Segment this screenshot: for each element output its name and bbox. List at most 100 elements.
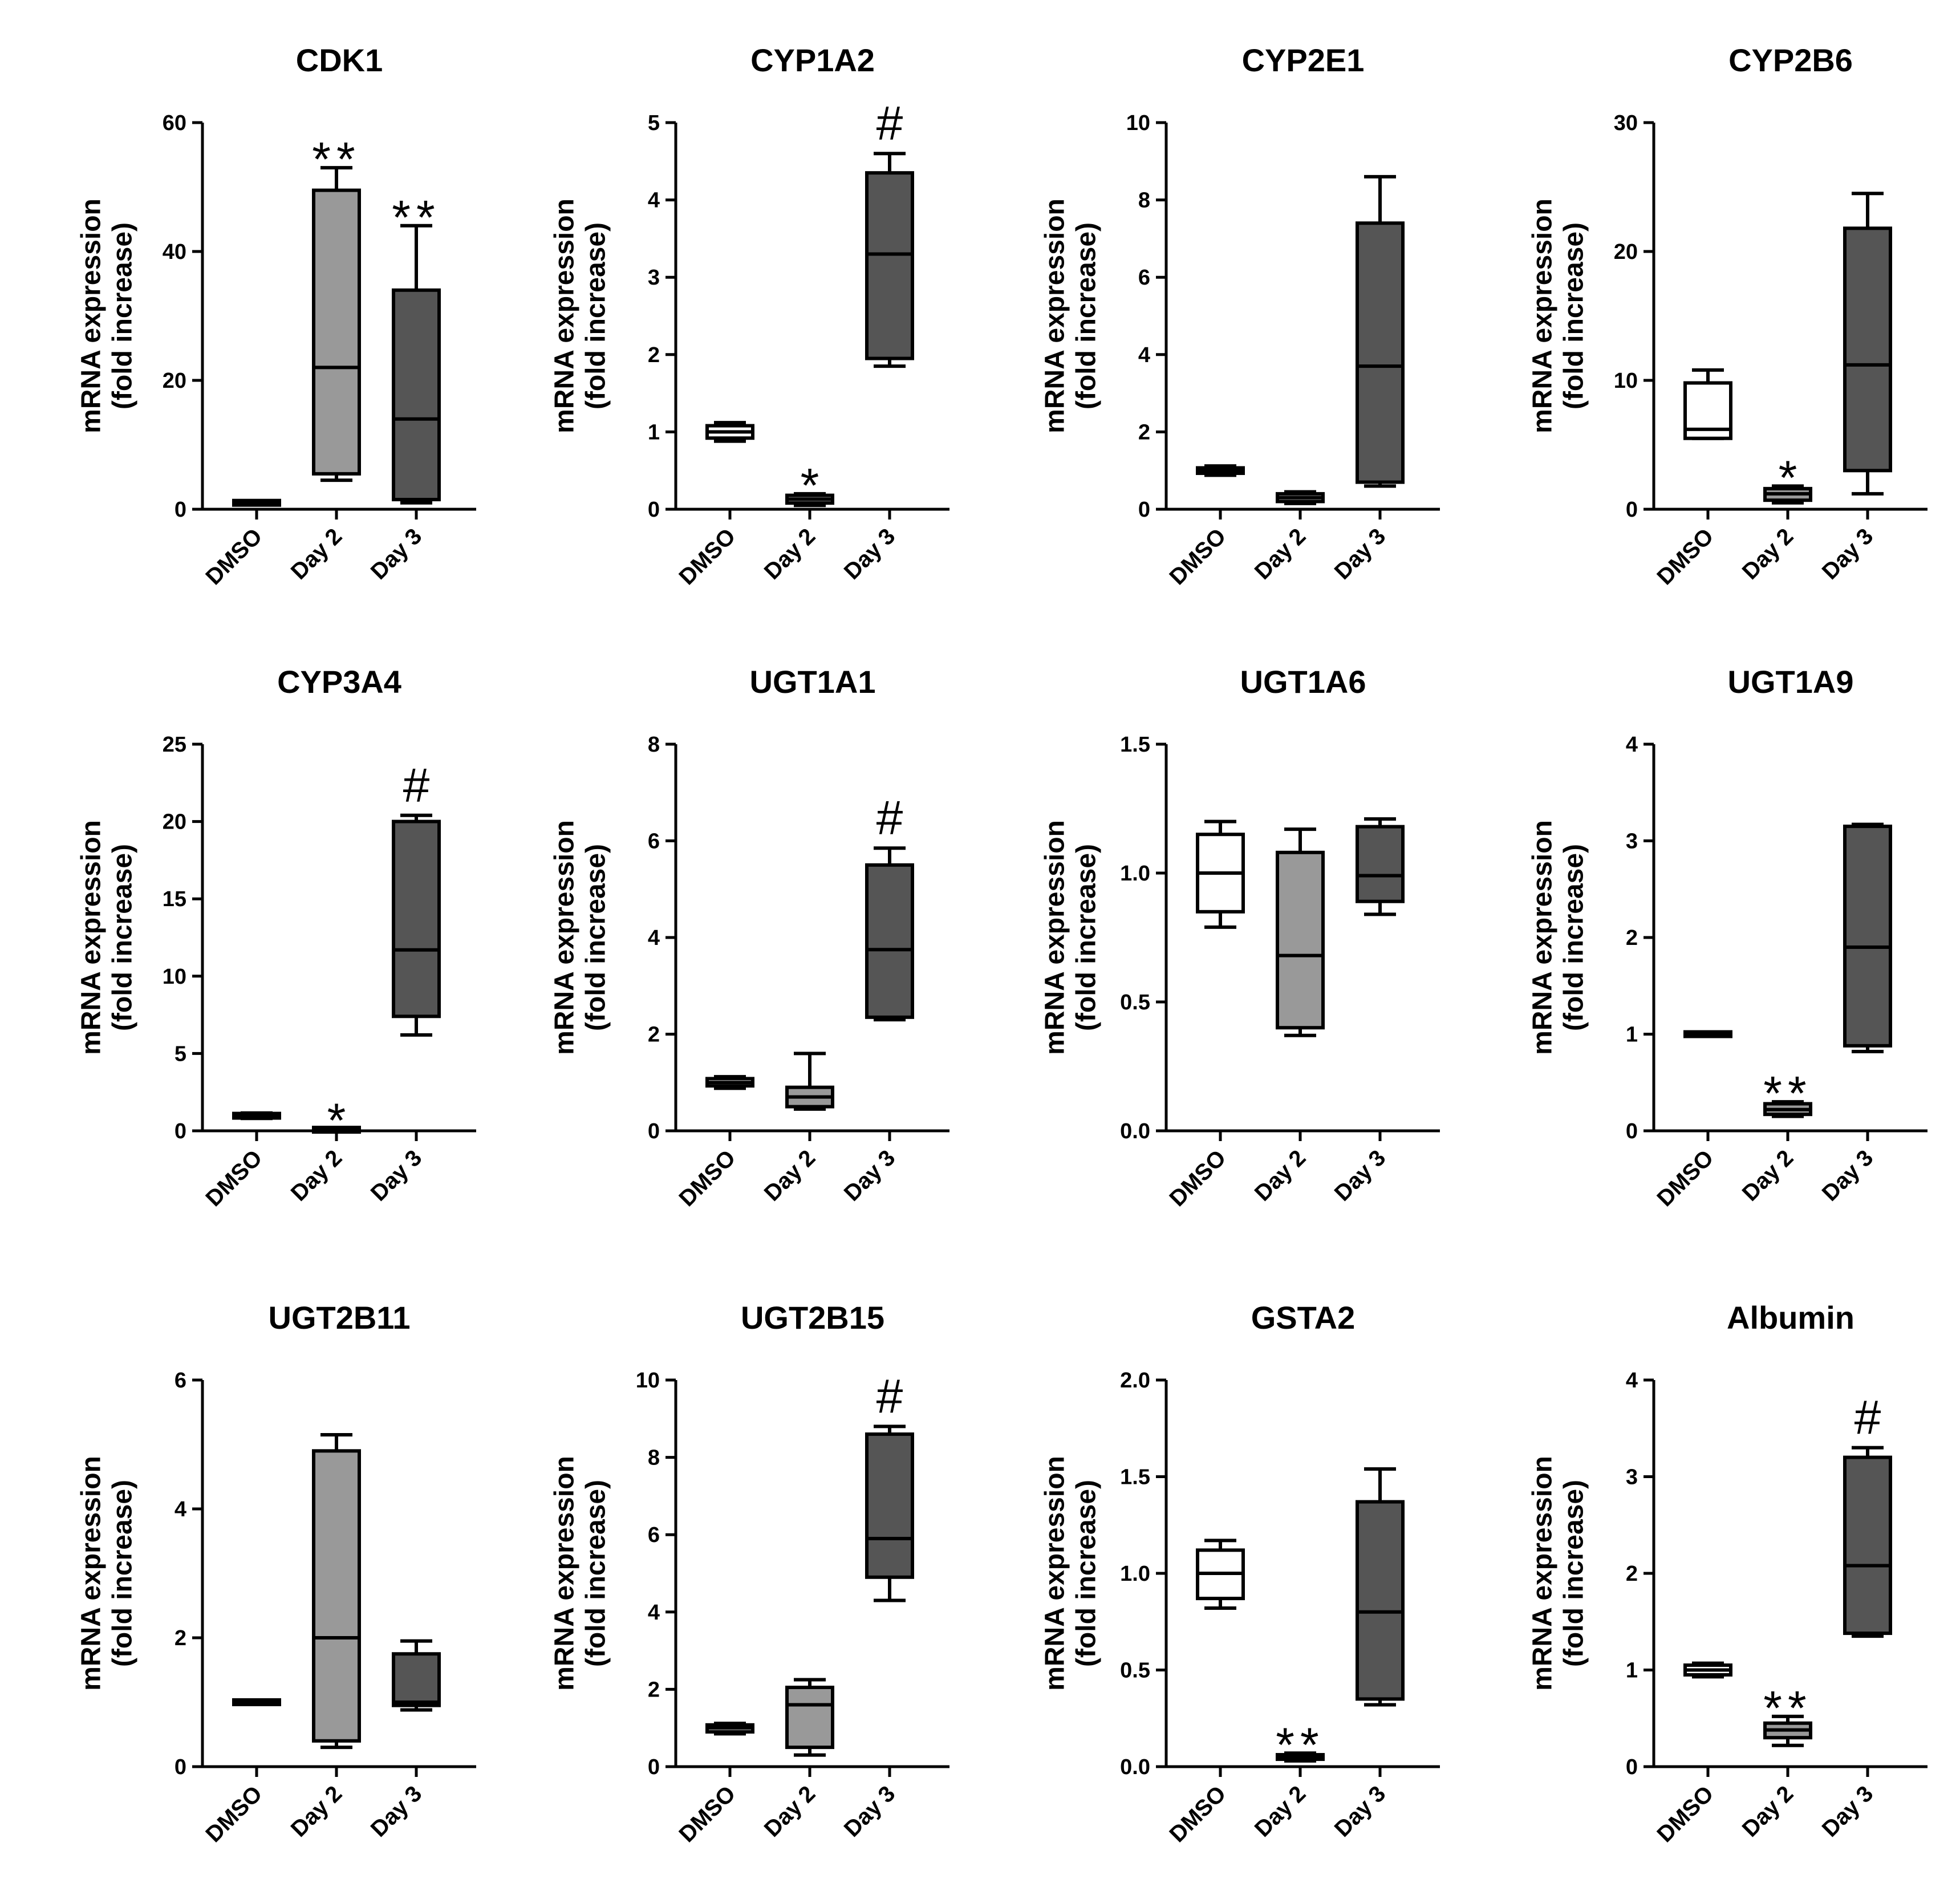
box-3: [1843, 825, 1892, 1048]
y-tick-label: 1: [1626, 1659, 1638, 1683]
y-tick-label: 0: [1626, 498, 1638, 522]
y-tick-label: 0: [175, 1119, 186, 1143]
significance-marker: **: [392, 190, 440, 244]
y-tick-label: 1: [1626, 1023, 1638, 1047]
y-tick-label: 15: [163, 887, 186, 911]
y-axis-label-line-2: (fold increase): [108, 222, 138, 409]
chart-panel-cyp2e1: CYP2E1 mRNA expression(fold increase) 0 2 4 6…: [1040, 42, 1440, 590]
chart-panel-cyp2b6: CYP2B6 mRNA expression(fold increase) 0 10 2…: [1527, 42, 1927, 590]
y-tick-label: 2.0: [1120, 1369, 1150, 1393]
y-tick-label: 0: [175, 1755, 186, 1779]
y-axis-label: mRNA expression(fold increase): [1040, 820, 1101, 1055]
y-tick-label: 30: [1614, 111, 1638, 135]
y-axis-label: mRNA expression(fold increase): [549, 198, 611, 433]
y-tick-label: 5: [648, 111, 660, 135]
box-3: [865, 863, 914, 1019]
y-axis-label-line-2: (fold increase): [581, 844, 611, 1031]
x-tick-label: DMSO: [1164, 1781, 1231, 1847]
y-tick-label: 1.5: [1120, 733, 1150, 757]
y-tick-label: 8: [648, 1446, 660, 1470]
chart-panel-ugt1a6: UGT1A6 mRNA expression(fold increase) 0.0 0…: [1040, 664, 1440, 1211]
y-tick-label: 2: [1626, 926, 1638, 950]
y-tick-label: 0.0: [1120, 1755, 1150, 1779]
y-axis-label-line-1: mRNA expression: [76, 1456, 106, 1691]
box-2: [1276, 850, 1325, 1030]
x-tick-label: Day 2: [760, 1145, 821, 1206]
y-tick-label: 4: [648, 1601, 660, 1625]
chart-panel-albumin: Albumin mRNA expression(fold increase) 0 1 2…: [1527, 1300, 1927, 1847]
y-tick-label: 0: [1626, 1119, 1638, 1143]
y-tick-label: 10: [1614, 369, 1638, 393]
y-tick-label: 8: [1138, 189, 1150, 213]
y-axis-label: mRNA expression(fold increase): [76, 820, 137, 1055]
box-3: [1843, 226, 1892, 473]
significance-marker: #: [876, 791, 903, 845]
y-tick-label: 6: [648, 830, 660, 854]
chart-title: UGT1A6: [1240, 664, 1366, 700]
y-tick-label: 2: [1138, 420, 1150, 444]
y-tick-label: 20: [163, 810, 186, 834]
chart-panel-ugt2b11: UGT2B11 mRNA expression(fold increase) 0 2 4…: [76, 1300, 476, 1847]
chart-title: CYP3A4: [277, 664, 401, 700]
y-axis-label-line-2: (fold increase): [581, 222, 611, 409]
y-axis-label-line-1: mRNA expression: [549, 820, 579, 1055]
x-tick-label: Day 2: [1738, 1781, 1799, 1842]
x-tick-label: Day 2: [760, 1781, 821, 1842]
chart-title: UGT2B11: [269, 1300, 411, 1336]
x-tick-label: Day 2: [1250, 1781, 1311, 1842]
x-tick-label: DMSO: [674, 523, 740, 590]
chart-title: CYP1A2: [750, 42, 875, 78]
y-tick-label: 0.5: [1120, 991, 1150, 1014]
y-tick-label: 5: [175, 1042, 186, 1066]
y-axis-label-line-2: (fold increase): [1072, 222, 1102, 409]
y-tick-label: 8: [648, 733, 660, 757]
y-axis-label: mRNA expression(fold increase): [549, 820, 611, 1055]
y-axis-label-line-1: mRNA expression: [549, 198, 579, 433]
y-axis-label-line-1: mRNA expression: [549, 1456, 579, 1691]
x-tick-label: DMSO: [674, 1781, 740, 1847]
y-tick-label: 60: [163, 111, 186, 135]
significance-marker: #: [1855, 1391, 1881, 1444]
y-axis-label-line-2: (fold increase): [1072, 844, 1102, 1031]
y-tick-label: 3: [1626, 1466, 1638, 1490]
significance-marker: #: [403, 758, 430, 812]
y-axis-label: mRNA expression(fold increase): [1040, 1456, 1101, 1691]
y-axis-label-line-2: (fold increase): [1072, 1480, 1102, 1667]
chart-panel-cyp3a4: CYP3A4 mRNA expression(fold increase) 0 5 10…: [76, 664, 476, 1211]
x-tick-label: DMSO: [1164, 1145, 1231, 1211]
x-tick-label: Day 2: [1250, 1145, 1311, 1206]
y-tick-label: 4: [1626, 1369, 1638, 1393]
y-tick-label: 0: [1626, 1755, 1638, 1779]
significance-marker: **: [1763, 1681, 1812, 1735]
x-tick-label: DMSO: [674, 1145, 740, 1211]
y-tick-label: 0: [1138, 498, 1150, 522]
y-tick-label: 2: [1626, 1562, 1638, 1586]
y-tick-label: 0.5: [1120, 1659, 1150, 1683]
x-tick-label: Day 3: [1817, 1781, 1878, 1842]
x-tick-label: Day 3: [366, 1145, 427, 1206]
y-axis-label-line-1: mRNA expression: [1040, 1456, 1070, 1691]
y-axis-label-line-1: mRNA expression: [1527, 198, 1557, 433]
y-tick-label: 1.0: [1120, 862, 1150, 886]
significance-marker: **: [1276, 1718, 1324, 1771]
chart-title: UGT2B15: [741, 1300, 884, 1336]
y-tick-label: 25: [163, 733, 186, 757]
y-tick-label: 40: [163, 240, 186, 264]
y-axis-label: mRNA expression(fold increase): [1527, 198, 1589, 433]
box-3: [392, 288, 441, 502]
y-tick-label: 1: [648, 420, 660, 444]
y-axis-label-line-1: mRNA expression: [76, 820, 106, 1055]
chart-panel-ugt1a1: UGT1A1 mRNA expression(fold increase) 0 2 4 6…: [549, 664, 949, 1211]
y-tick-label: 4: [175, 1497, 186, 1521]
x-tick-label: Day 2: [286, 523, 347, 585]
y-tick-label: 10: [636, 1369, 660, 1393]
significance-marker: #: [876, 96, 903, 150]
y-tick-label: 20: [163, 369, 186, 393]
box-3: [1356, 825, 1405, 903]
x-tick-label: Day 3: [1817, 523, 1878, 585]
y-axis-label-line-2: (fold increase): [108, 844, 138, 1031]
box-3: [1356, 1500, 1405, 1701]
x-tick-label: Day 3: [839, 523, 900, 585]
y-axis-label-line-2: (fold increase): [1559, 844, 1589, 1031]
